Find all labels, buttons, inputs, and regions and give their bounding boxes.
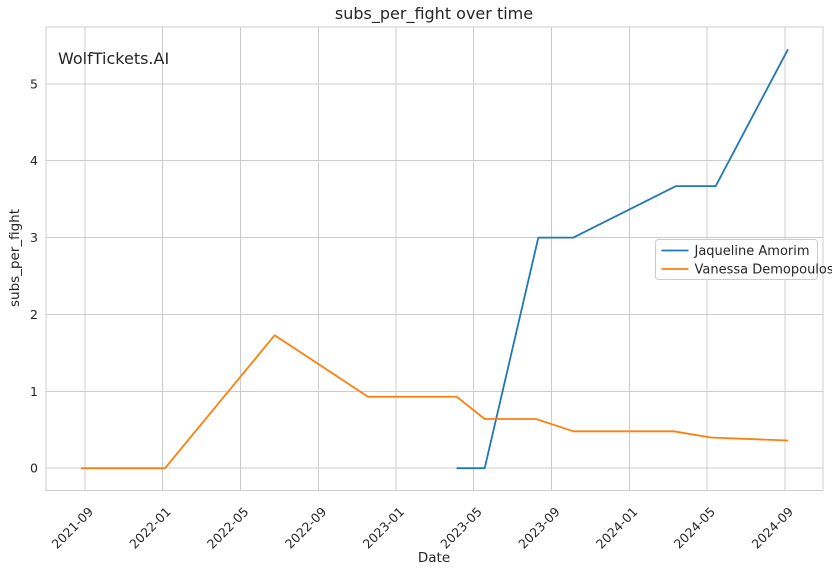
legend-item-label: Jaqueline Amorim [694,244,810,259]
x-tick-label: 2022-09 [282,504,330,552]
y-tick-label: 5 [30,76,38,91]
legend: Jaqueline Amorim Vanessa Demopoulos [655,239,832,280]
x-tick-label: 2024-05 [671,504,719,552]
series-line [456,48,789,470]
series-layer [81,48,789,470]
x-axis-label: Date [418,550,450,566]
grid-layer [45,26,824,491]
x-tick-label: 2024-09 [749,504,797,552]
y-tick-label: 0 [30,461,38,476]
chart-title: subs_per_fight over time [335,4,533,24]
y-tick-label: 4 [30,153,38,168]
x-tick-labels: 2021-09 2022-01 2022-05 2022-09 2023-01 2023-… [49,504,797,552]
x-tick-label: 2024-01 [593,504,641,552]
y-tick-label: 1 [30,384,38,399]
y-tick-label: 2 [30,307,38,322]
legend-box [655,239,818,280]
x-tick-label: 2022-01 [126,504,174,552]
watermark: WolfTickets.AI [58,49,169,68]
y-axis-label: subs_per_fight [7,209,23,307]
plot-border [45,26,824,491]
x-tick-label: 2022-05 [204,504,252,552]
x-tick-label: 2023-01 [360,504,408,552]
legend-item-label: Vanessa Demopoulos [695,263,832,278]
series-line [81,334,789,470]
x-tick-label: 2023-05 [437,504,485,552]
y-tick-labels: 0 1 2 3 4 5 [30,76,38,475]
y-tick-label: 3 [30,230,38,245]
x-tick-label: 2021-09 [49,504,97,552]
x-tick-label: 2023-09 [515,504,563,552]
